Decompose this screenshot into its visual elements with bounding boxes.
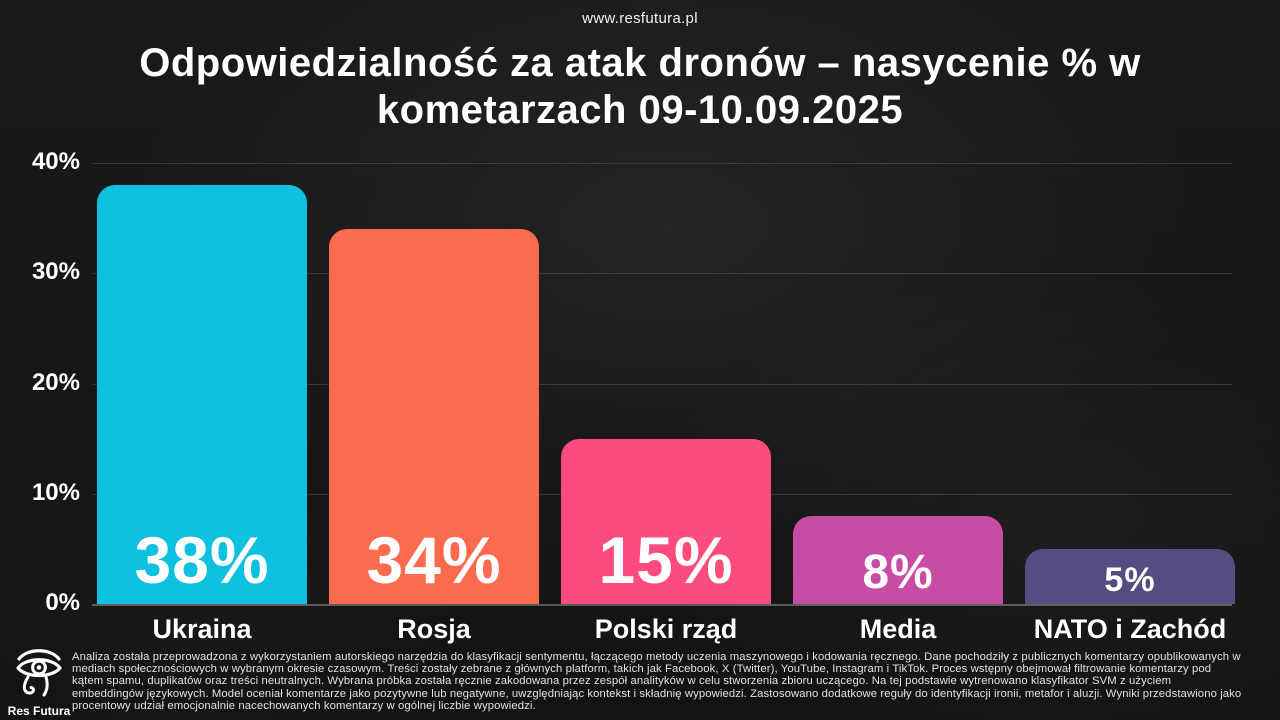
x-axis-category-label: Media bbox=[859, 614, 937, 644]
website-url: www.resfutura.pl bbox=[582, 10, 698, 27]
page-title-line2: kometarzach 09-10.09.2025 bbox=[376, 88, 904, 133]
bar-media: 8% bbox=[793, 515, 1003, 604]
gridline bbox=[92, 273, 1232, 275]
y-axis-tick-label: 10% bbox=[31, 478, 80, 506]
page-title: Odpowiedzialność za atak dronów – nasyce… bbox=[0, 40, 1280, 134]
logo: Res Futura bbox=[8, 646, 70, 718]
footer: Res Futura Analiza została przeprowadzon… bbox=[0, 644, 1280, 720]
x-axis-category-label: NATO i Zachód bbox=[1033, 614, 1227, 644]
y-axis-tick-label: 20% bbox=[31, 368, 80, 396]
bar-ukraina: 38% bbox=[97, 185, 307, 604]
bar-rosja: 34% bbox=[329, 229, 539, 604]
bar-polski-rząd: 15% bbox=[561, 438, 771, 604]
y-axis-tick-label: 40% bbox=[31, 148, 80, 175]
y-axis-tick-label: 30% bbox=[31, 258, 80, 286]
gridline bbox=[92, 604, 1232, 606]
bar-value-label: 8% bbox=[862, 546, 934, 600]
plot-area: 38% 34% 15% 8% 5% bbox=[92, 163, 1240, 606]
eye-of-horus-logo-icon bbox=[15, 646, 63, 703]
bar-nato-i-zachód: 5% bbox=[1025, 548, 1235, 604]
page-title-line1: Odpowiedzialność za atak dronów – nasyce… bbox=[139, 41, 1141, 85]
bar-value-label: 38% bbox=[134, 523, 270, 598]
bar-chart: 38% 34% 15% 8% 5% 40% 30% 20% 10% 0% Ukraina Rosja… bbox=[0, 140, 1280, 650]
x-axis-category-label: Rosja bbox=[397, 614, 471, 644]
bar-value-label: 15% bbox=[598, 523, 734, 598]
y-axis-tick-label: 0% bbox=[45, 589, 80, 616]
x-axis-category-label: Polski rząd bbox=[594, 614, 738, 644]
x-axis-category-label: Ukraina bbox=[152, 614, 252, 644]
gridline bbox=[92, 383, 1232, 385]
bar-value-label: 5% bbox=[1104, 560, 1156, 599]
methodology-text: Analiza została przeprowadzona z wykorzy… bbox=[72, 651, 1242, 712]
bar-value-label: 34% bbox=[366, 523, 502, 598]
logo-text: Res Futura bbox=[7, 704, 71, 718]
gridline bbox=[92, 163, 1232, 164]
